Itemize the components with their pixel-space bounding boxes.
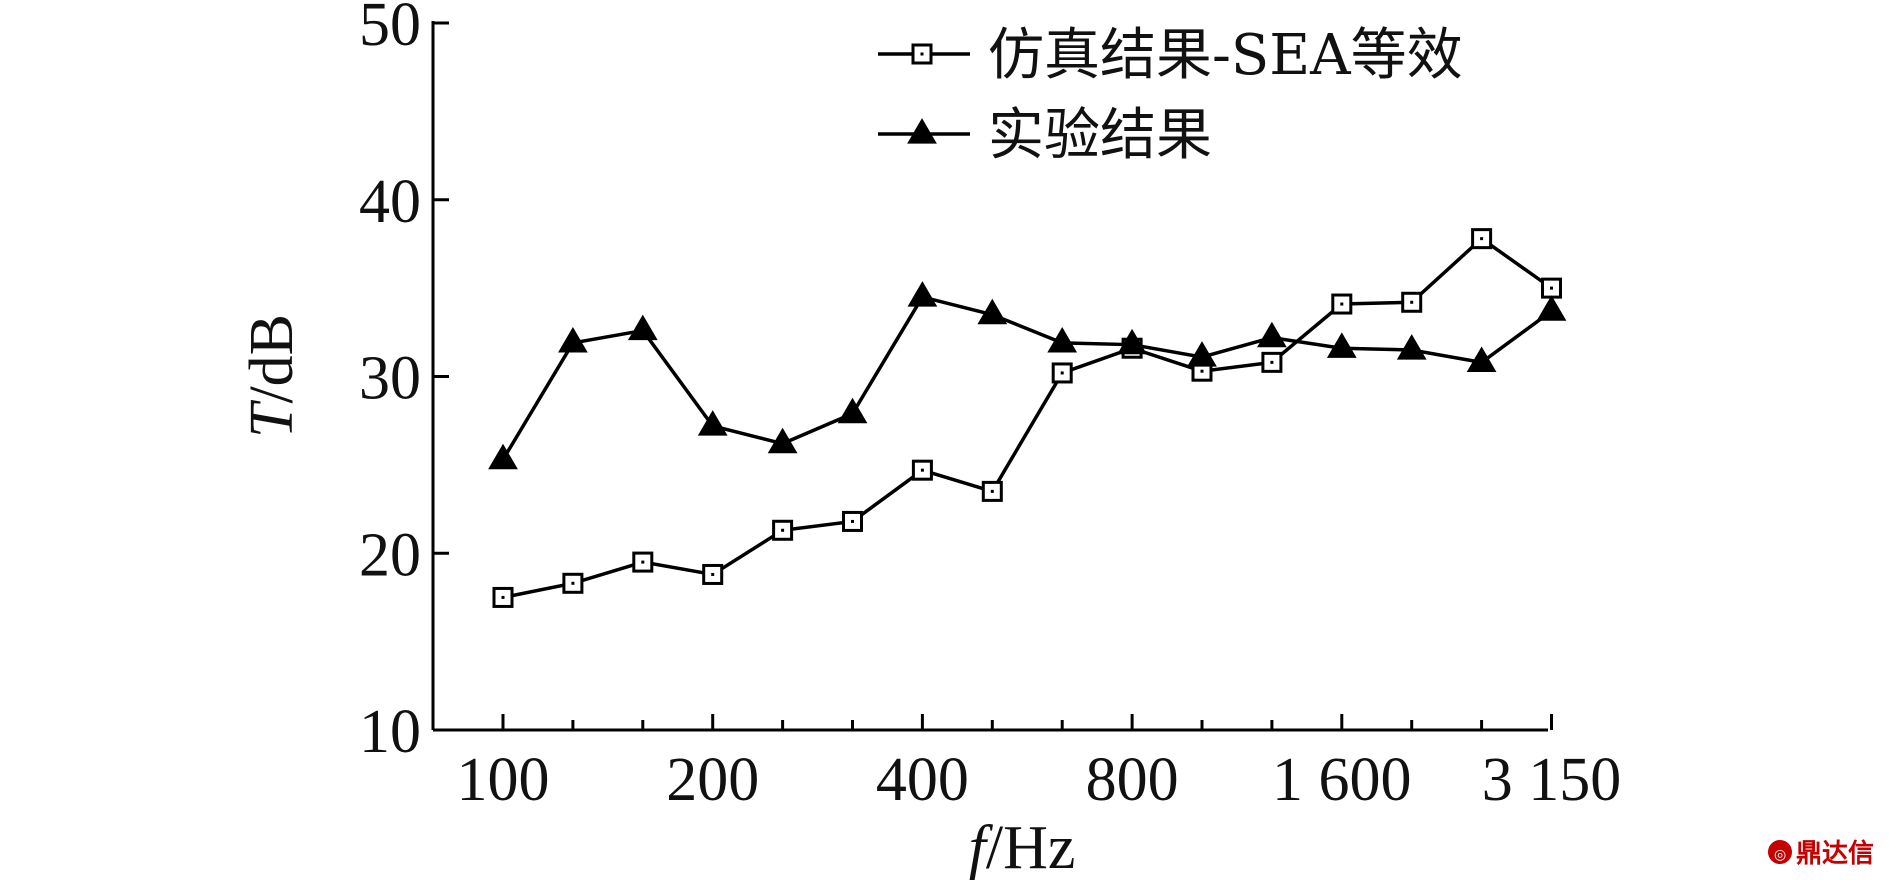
y-tick-label: 30 (359, 345, 421, 413)
watermark-text: 鼎达信 (1796, 839, 1874, 869)
data-point-square-center (990, 489, 994, 493)
y-tick-label: 10 (359, 698, 421, 766)
legend-entry-1: 仿真结果-SEA等效 (878, 23, 1463, 88)
y-tick-label: 50 (359, 0, 421, 59)
y-axis-label: T/dB (238, 314, 306, 438)
data-point-square-center (571, 581, 575, 585)
x-axis-label-unit: /Hz (986, 814, 1076, 880)
legend-label: 仿真结果-SEA等效 (988, 23, 1463, 88)
data-point-square-center (1200, 369, 1204, 373)
data-point-square-center (920, 468, 924, 472)
data-point-square-center (1340, 302, 1344, 306)
data-point-triangle (1117, 328, 1147, 355)
data-point-square-center (1270, 360, 1274, 364)
data-point-square-center (1410, 300, 1414, 304)
data-point-triangle (1257, 321, 1287, 348)
series-line (501, 294, 1553, 461)
x-axis-label: f/Hz (969, 814, 1076, 880)
data-point-triangle (907, 281, 938, 307)
data-point-triangle (558, 327, 588, 353)
data-point-triangle (1466, 346, 1497, 372)
data-point-triangle (1326, 332, 1357, 358)
axis-labels: T/dB f/Hz (238, 314, 1075, 880)
y-axis-label-italic: T (238, 399, 306, 438)
x-tick-label: 1 600 (1272, 746, 1412, 814)
x-tick-label: 100 (457, 746, 550, 814)
series-line (502, 236, 1553, 600)
data-point-square-center (1550, 286, 1553, 290)
y-tick-label: 40 (359, 168, 421, 236)
data-point-triangle (1536, 295, 1567, 321)
data-point-triangle (837, 397, 868, 424)
data-point-square-center (1060, 371, 1064, 375)
y-axis-label-unit: /dB (238, 314, 306, 404)
x-tick-label: 800 (1086, 746, 1179, 814)
x-tick-label: 3 150 (1482, 746, 1622, 814)
data-point-triangle (1396, 334, 1427, 360)
y-tick-label: 20 (359, 521, 421, 589)
series-1 (492, 228, 1562, 608)
data-point-triangle (907, 118, 937, 144)
series-2 (488, 281, 1567, 470)
data-point-square-center (641, 560, 645, 564)
brand-logo-glyph: ◎ (1774, 847, 1786, 863)
data-point-triangle (627, 314, 658, 341)
data-point-square-center (501, 595, 505, 599)
x-tick-label: 200 (666, 746, 759, 814)
data-point-triangle (1187, 341, 1217, 367)
legend-label: 实验结果 (988, 103, 1212, 168)
x-tick-label: 400 (876, 746, 969, 814)
data-point-square-center (920, 52, 924, 56)
data-point-square-center (711, 572, 715, 576)
data-point-triangle (977, 298, 1008, 325)
data-point-square-center (851, 519, 854, 523)
brand-logo-icon (1768, 840, 1792, 864)
chart-axes: 10 20 30 40 50 100 200 400 800 1 600 3 150 (359, 0, 1621, 814)
data-point-triangle (767, 427, 798, 454)
legend-entry-2: 实验结果 (878, 103, 1212, 168)
data-point-square-center (1480, 237, 1484, 241)
watermark: ◎ 鼎达信 (1768, 839, 1874, 869)
data-point-triangle (697, 410, 728, 436)
data-point-triangle (488, 443, 518, 470)
data-point-triangle (1047, 327, 1078, 353)
data-point-square-center (781, 528, 785, 532)
series-layer (488, 228, 1567, 608)
